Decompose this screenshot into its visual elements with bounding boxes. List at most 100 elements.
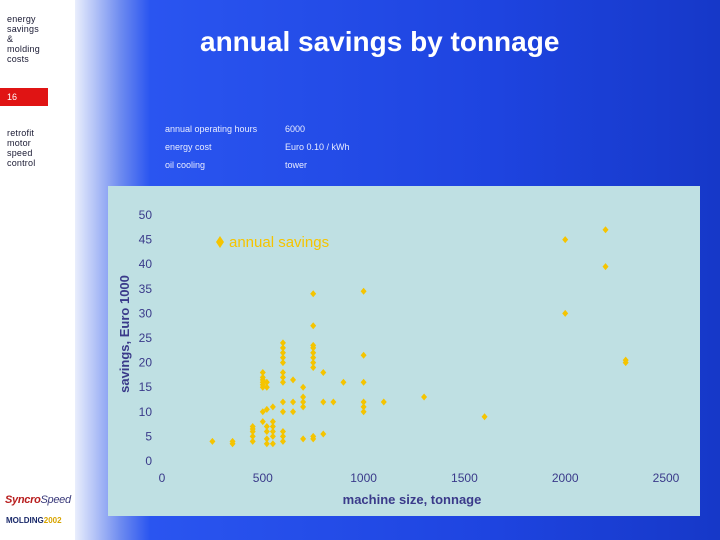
data-point [263, 378, 270, 386]
data-point [360, 403, 367, 411]
data-point [229, 440, 236, 448]
data-point [279, 427, 286, 435]
data-point [562, 309, 569, 317]
x-tick-label: 1500 [451, 471, 478, 485]
data-point [300, 435, 307, 443]
data-point [290, 376, 297, 384]
data-point [310, 341, 317, 349]
data-point [310, 435, 317, 443]
y-tick-label: 50 [139, 208, 153, 222]
y-axis: 0 5 10 15 20 25 30 35 40 45 50 [139, 208, 153, 468]
x-tick-label: 0 [159, 471, 166, 485]
data-point [279, 344, 286, 352]
data-point [269, 440, 276, 448]
y-tick-label: 25 [139, 331, 153, 345]
data-point [263, 427, 270, 435]
data-point [249, 423, 256, 431]
data-point [263, 405, 270, 413]
data-point [310, 349, 317, 357]
data-points [209, 226, 629, 448]
legend-label: annual savings [229, 234, 329, 251]
y-axis-label: savings, Euro 1000 [117, 275, 132, 393]
data-point [259, 418, 266, 426]
section-title: energy savings & molding costs [7, 14, 40, 64]
data-point [279, 373, 286, 381]
x-axis-label: machine size, tonnage [343, 492, 482, 507]
data-point [300, 383, 307, 391]
data-point [310, 322, 317, 330]
data-point [320, 398, 327, 406]
parameter-value: Euro 0.10 / kWh [285, 142, 350, 152]
data-point [380, 398, 387, 406]
topic-label: retrofit motor speed control [7, 128, 36, 168]
data-point [279, 432, 286, 440]
data-point [360, 351, 367, 359]
parameter-label: energy cost [165, 142, 212, 152]
data-point [263, 440, 270, 448]
data-point [340, 378, 347, 386]
data-point [290, 408, 297, 416]
slide-title: annual savings by tonnage [200, 26, 560, 57]
data-point [263, 435, 270, 443]
data-point [279, 378, 286, 386]
data-point [279, 349, 286, 357]
data-point [481, 413, 488, 421]
scatter-chart: 0 5 10 15 20 25 30 35 40 45 50 0 500 1000 1500 2000 250… [117, 208, 680, 507]
data-point [300, 393, 307, 401]
data-point [279, 359, 286, 367]
data-point [320, 430, 327, 438]
logo-syncro-text: Syncro [5, 494, 41, 506]
x-tick-label: 2000 [552, 471, 579, 485]
y-tick-label: 40 [139, 257, 153, 271]
data-point [279, 408, 286, 416]
data-point [249, 432, 256, 440]
data-point [269, 423, 276, 431]
legend: annual savings [216, 234, 329, 251]
y-tick-label: 15 [139, 380, 153, 394]
molding-logo: MOLDING2002 [6, 516, 62, 525]
data-point [360, 398, 367, 406]
y-tick-label: 20 [139, 356, 153, 370]
data-point [269, 432, 276, 440]
data-point [259, 373, 266, 381]
logo-speed-text: Speed [40, 494, 72, 506]
x-tick-label: 500 [253, 471, 273, 485]
data-point [310, 364, 317, 372]
logo-molding-text: MOLDING [6, 516, 44, 525]
data-point [562, 236, 569, 244]
data-point [259, 368, 266, 376]
data-point [421, 393, 428, 401]
data-point [269, 418, 276, 426]
parameter-value: tower [285, 160, 308, 170]
x-axis: 0 500 1000 1500 2000 2500 [159, 471, 680, 485]
data-point [622, 356, 629, 364]
y-tick-label: 10 [139, 405, 153, 419]
legend-marker [216, 236, 224, 248]
data-point [269, 403, 276, 411]
y-tick-label: 0 [145, 454, 152, 468]
y-tick-label: 5 [145, 429, 152, 443]
data-point [259, 408, 266, 416]
parameter-value: 6000 [285, 124, 306, 134]
data-point [249, 437, 256, 445]
data-point [300, 398, 307, 406]
data-point [279, 354, 286, 362]
data-point [209, 437, 216, 445]
data-point [279, 437, 286, 445]
x-tick-label: 2500 [653, 471, 680, 485]
data-point [310, 290, 317, 298]
data-point [602, 226, 609, 234]
data-point [279, 339, 286, 347]
data-point [360, 287, 367, 295]
x-tick-label: 1000 [350, 471, 377, 485]
data-point [290, 398, 297, 406]
parameter-label: annual operating hours [165, 124, 258, 134]
chart-panel: 0 5 10 15 20 25 30 35 40 45 50 0 500 1000 1500 2000 250… [108, 186, 700, 516]
syncrospeed-logo: SyncroSpeed [5, 494, 71, 506]
data-point [263, 423, 270, 431]
data-point [279, 398, 286, 406]
logo-year-text: 2002 [43, 516, 62, 525]
y-tick-label: 35 [139, 282, 153, 296]
y-tick-label: 30 [139, 306, 153, 320]
y-tick-label: 45 [139, 233, 153, 247]
